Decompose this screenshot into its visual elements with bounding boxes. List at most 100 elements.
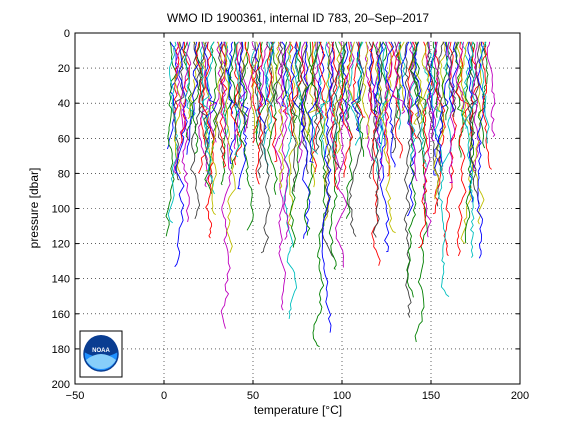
profile-line xyxy=(274,41,286,311)
profile-line xyxy=(267,41,278,195)
profile-line xyxy=(299,41,309,174)
profile-line xyxy=(259,41,268,107)
profile-line xyxy=(250,41,260,134)
profile-line xyxy=(372,41,383,238)
profile-line xyxy=(348,41,365,237)
profile-line xyxy=(413,41,421,117)
profile-line xyxy=(173,41,180,114)
profile-line xyxy=(282,41,298,124)
profile-line xyxy=(476,41,485,259)
profile-line xyxy=(419,41,430,125)
profile-line xyxy=(361,41,370,139)
profile-line xyxy=(333,41,344,154)
y-tick-label: 40 xyxy=(58,98,70,110)
profile-line xyxy=(251,41,264,179)
profile-line xyxy=(289,41,303,248)
x-tick-label: 150 xyxy=(422,390,440,402)
profile-line xyxy=(356,41,365,157)
x-axis-label: temperature [°C] xyxy=(254,403,342,417)
profile-line xyxy=(263,41,274,174)
profile-line xyxy=(220,41,232,329)
profile-line xyxy=(399,41,406,112)
profile-line xyxy=(432,41,446,215)
profile-line xyxy=(255,41,267,135)
profile-line xyxy=(437,41,451,167)
y-tick-label: 60 xyxy=(58,133,70,145)
profile-line xyxy=(320,41,333,158)
profile-line xyxy=(431,41,441,142)
profile-line xyxy=(344,41,354,122)
profile-line xyxy=(215,41,225,157)
profile-line xyxy=(477,41,489,149)
profile-line xyxy=(339,41,353,178)
y-axis-label: pressure [dbar] xyxy=(27,168,41,249)
y-tick-label: 120 xyxy=(52,239,70,251)
profile-line xyxy=(438,41,452,297)
profile-line xyxy=(313,41,324,122)
profile-line xyxy=(448,41,458,117)
profile-line xyxy=(237,41,248,129)
profile-line xyxy=(383,41,394,177)
profile-line xyxy=(486,41,496,138)
profile-line xyxy=(260,41,275,254)
profile-line xyxy=(480,41,490,144)
profile-line xyxy=(350,41,364,146)
profile-line xyxy=(467,41,481,205)
profile-line xyxy=(291,41,300,192)
profile-line xyxy=(198,41,213,186)
profile-line xyxy=(227,41,240,165)
profile-line xyxy=(173,41,184,174)
profile-line xyxy=(321,41,335,333)
profile-line xyxy=(464,41,477,258)
profile-line xyxy=(410,41,423,154)
profile-line xyxy=(352,41,366,118)
profile-line xyxy=(433,41,447,200)
profile-line xyxy=(332,41,347,170)
profile-line xyxy=(186,41,200,155)
x-tick-label: 50 xyxy=(247,390,259,402)
profile-line xyxy=(406,41,420,298)
y-tick-label: 200 xyxy=(52,379,70,391)
profile-line xyxy=(191,41,203,154)
profile-line xyxy=(210,41,224,216)
profile-line xyxy=(455,41,465,109)
profile-line xyxy=(379,41,396,234)
profile-line xyxy=(280,41,292,240)
profile-line xyxy=(289,41,305,137)
profile-line xyxy=(482,41,492,170)
profile-line xyxy=(441,41,450,121)
profile-line xyxy=(379,41,389,153)
profile-line xyxy=(460,41,474,245)
profile-line xyxy=(184,41,196,119)
y-tick-label: 160 xyxy=(52,309,70,321)
profile-line xyxy=(374,41,390,253)
profile-line xyxy=(448,41,459,113)
y-tick-label: 80 xyxy=(58,168,70,180)
noaa-logo: NOAA xyxy=(79,330,123,378)
profile-line xyxy=(201,41,215,239)
profile-line xyxy=(408,41,418,182)
profile-line xyxy=(306,41,317,188)
profile-line xyxy=(455,41,469,257)
profile-line xyxy=(204,41,218,147)
profile-line xyxy=(460,41,470,129)
profile-line xyxy=(300,41,311,239)
y-tick-label: 140 xyxy=(52,274,70,286)
y-tick-label: 100 xyxy=(52,204,70,216)
y-tick-label: 180 xyxy=(52,344,70,356)
chart-title: WMO ID 1900361, internal ID 783, 20–Sep–… xyxy=(167,11,429,25)
profile-line xyxy=(409,41,428,343)
profile-line xyxy=(190,41,205,220)
profile-line xyxy=(237,41,249,190)
x-tick-label: 100 xyxy=(333,390,351,402)
profile-line xyxy=(345,41,355,139)
profile-line xyxy=(368,41,381,266)
profile-line xyxy=(253,41,264,185)
profile-line xyxy=(471,41,485,225)
profile-line xyxy=(265,41,276,107)
profile-line xyxy=(347,41,355,105)
profile-line xyxy=(311,41,328,155)
profile-line xyxy=(201,41,215,195)
profile-line xyxy=(275,41,284,105)
